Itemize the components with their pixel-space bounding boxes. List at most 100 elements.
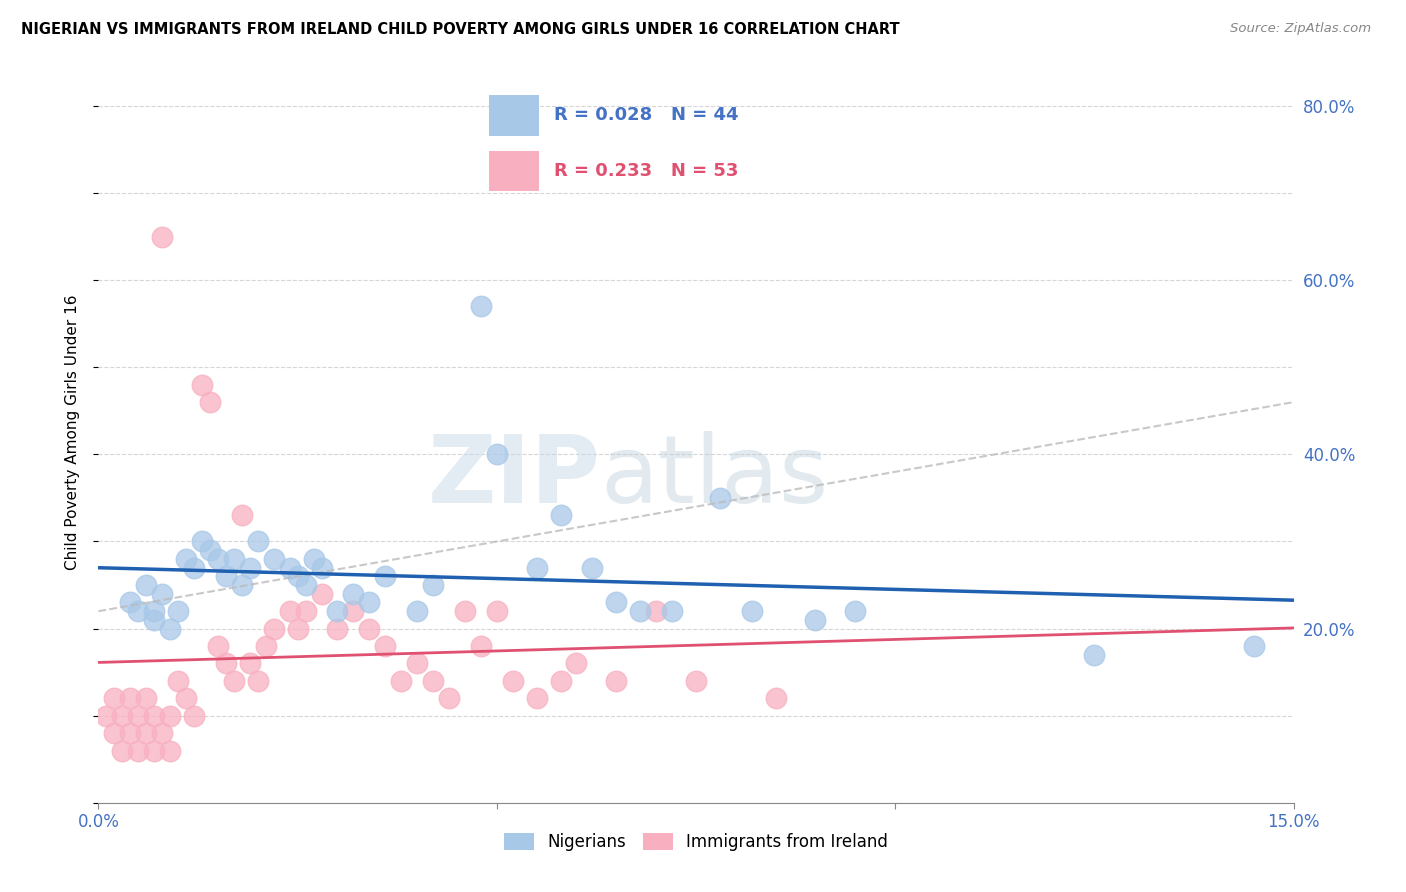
Point — [470, 639, 492, 653]
Point — [374, 639, 396, 653]
Point — [167, 604, 190, 618]
Point — [167, 673, 190, 688]
Point — [207, 639, 229, 653]
Point — [254, 639, 277, 653]
Point — [804, 613, 827, 627]
Point — [111, 708, 134, 723]
Point — [174, 552, 197, 566]
Point — [709, 491, 731, 505]
Point — [287, 622, 309, 636]
Point — [605, 595, 627, 609]
Point — [183, 708, 205, 723]
Point — [526, 691, 548, 706]
Point — [605, 673, 627, 688]
Point — [215, 569, 238, 583]
Point — [685, 673, 707, 688]
Point — [207, 552, 229, 566]
Point — [120, 595, 142, 609]
Point — [326, 604, 349, 618]
Text: NIGERIAN VS IMMIGRANTS FROM IRELAND CHILD POVERTY AMONG GIRLS UNDER 16 CORRELATI: NIGERIAN VS IMMIGRANTS FROM IRELAND CHIL… — [21, 22, 900, 37]
Point — [844, 604, 866, 618]
Point — [485, 604, 508, 618]
Point — [406, 657, 429, 671]
Point — [550, 508, 572, 523]
Point — [628, 604, 651, 618]
Point — [231, 578, 253, 592]
Text: ZIP: ZIP — [427, 431, 600, 523]
Point — [150, 229, 173, 244]
Point — [96, 708, 118, 723]
Point — [389, 673, 412, 688]
Point — [135, 726, 157, 740]
Point — [143, 604, 166, 618]
Point — [150, 726, 173, 740]
Point — [120, 691, 142, 706]
Point — [550, 673, 572, 688]
Point — [191, 377, 214, 392]
Point — [406, 604, 429, 618]
Point — [127, 743, 149, 757]
Point — [359, 622, 381, 636]
Point — [159, 743, 181, 757]
Point — [294, 578, 316, 592]
Point — [374, 569, 396, 583]
Point — [198, 395, 221, 409]
Point — [239, 560, 262, 574]
Point — [581, 560, 603, 574]
Point — [302, 552, 325, 566]
Point — [222, 552, 245, 566]
Point — [246, 534, 269, 549]
Point — [246, 673, 269, 688]
Point — [470, 299, 492, 313]
Point — [454, 604, 477, 618]
Point — [222, 673, 245, 688]
Point — [120, 726, 142, 740]
Point — [645, 604, 668, 618]
Point — [765, 691, 787, 706]
Point — [191, 534, 214, 549]
Point — [294, 604, 316, 618]
Point — [103, 726, 125, 740]
Point — [278, 560, 301, 574]
Point — [174, 691, 197, 706]
Point — [111, 743, 134, 757]
Point — [159, 708, 181, 723]
Point — [159, 622, 181, 636]
Point — [342, 587, 364, 601]
Legend: Nigerians, Immigrants from Ireland: Nigerians, Immigrants from Ireland — [498, 826, 894, 857]
Point — [437, 691, 460, 706]
Point — [1243, 639, 1265, 653]
Point — [135, 691, 157, 706]
Point — [143, 613, 166, 627]
Point — [127, 708, 149, 723]
Point — [150, 587, 173, 601]
Point — [741, 604, 763, 618]
Text: Source: ZipAtlas.com: Source: ZipAtlas.com — [1230, 22, 1371, 36]
Point — [183, 560, 205, 574]
Point — [661, 604, 683, 618]
Point — [263, 552, 285, 566]
Point — [311, 587, 333, 601]
Point — [526, 560, 548, 574]
Point — [198, 543, 221, 558]
Point — [326, 622, 349, 636]
Point — [143, 743, 166, 757]
Point — [143, 708, 166, 723]
Point — [359, 595, 381, 609]
Point — [135, 578, 157, 592]
Point — [215, 657, 238, 671]
Point — [311, 560, 333, 574]
Point — [1083, 648, 1105, 662]
Point — [287, 569, 309, 583]
Point — [239, 657, 262, 671]
Point — [127, 604, 149, 618]
Point — [231, 508, 253, 523]
Point — [103, 691, 125, 706]
Point — [422, 578, 444, 592]
Point — [502, 673, 524, 688]
Point — [278, 604, 301, 618]
Y-axis label: Child Poverty Among Girls Under 16: Child Poverty Among Girls Under 16 — [65, 295, 80, 570]
Point — [422, 673, 444, 688]
Point — [485, 447, 508, 461]
Point — [342, 604, 364, 618]
